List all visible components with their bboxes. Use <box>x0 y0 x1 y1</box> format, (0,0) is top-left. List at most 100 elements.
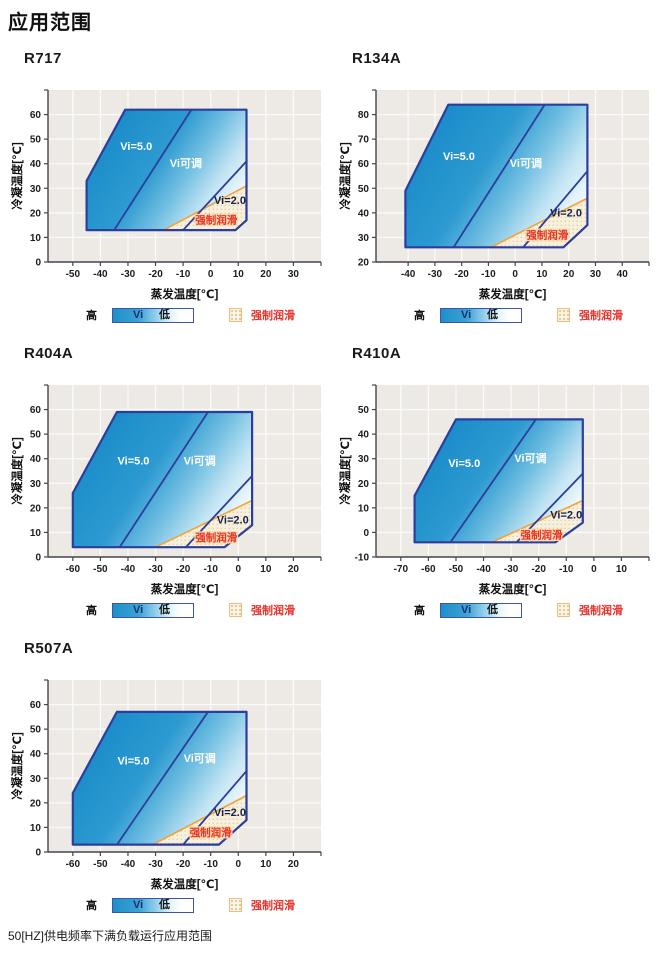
x-tick-label: 0 <box>235 564 241 575</box>
y-axis-title: 冷凝温度[℃] <box>10 437 24 505</box>
y-tick-label: 40 <box>30 749 42 760</box>
chart-title: R717 <box>24 50 62 67</box>
x-tick-label: -40 <box>401 269 416 280</box>
operating-envelope-region <box>86 109 247 231</box>
vi5-boundary-line <box>113 109 193 231</box>
x-tick-label: -60 <box>66 564 81 575</box>
forced-lubrication-region <box>152 795 247 845</box>
y-tick-label: 10 <box>30 233 42 244</box>
legend-vi-label: Vi <box>133 308 144 321</box>
x-tick-label: -10 <box>559 564 574 575</box>
x-tick-label: -60 <box>421 564 436 575</box>
x-axis-title: 蒸发温度[℃] <box>151 877 219 891</box>
y-tick-label: 40 <box>358 208 370 219</box>
y-tick-label: 0 <box>363 528 369 539</box>
y-tick-label: 40 <box>358 430 370 441</box>
vi2-boundary-line <box>185 475 253 548</box>
region-label: Vi可调 <box>510 156 542 170</box>
x-tick-label: -20 <box>176 564 191 575</box>
x-tick-label: -60 <box>66 859 81 870</box>
legend-forced-lube-swatch <box>229 603 242 617</box>
y-tick-label: 0 <box>35 848 41 859</box>
operating-envelope-region <box>72 412 253 548</box>
chart-title: R410A <box>352 345 402 362</box>
chart-r134a: R134A -40 -30 -20 -10 0 10 20 30 40 20 30 40 50 60 70 8… <box>336 46 664 334</box>
x-tick-label: 10 <box>616 564 628 575</box>
y-tick-label: 60 <box>358 159 370 170</box>
y-tick-label: 60 <box>30 700 42 711</box>
y-tick-label: 50 <box>358 405 370 416</box>
tick-marks <box>44 89 322 266</box>
y-tick-label: 10 <box>358 503 370 514</box>
y-tick-label: 10 <box>30 528 42 539</box>
y-axis-title: 冷凝温度[℃] <box>10 142 24 210</box>
legend-forced-lube-label: 强制润滑 <box>251 900 295 912</box>
vi2-boundary-line <box>515 472 584 543</box>
chart-title: R404A <box>24 345 74 362</box>
envelope-border <box>404 103 589 249</box>
x-tick-label: 20 <box>288 564 300 575</box>
region-label: Vi=5.0 <box>118 456 150 468</box>
vi5-boundary-line <box>118 411 209 548</box>
y-tick-label: 40 <box>30 454 42 465</box>
y-tick-label: 0 <box>35 553 41 564</box>
y-tick-label: 30 <box>358 233 370 244</box>
y-tick-label: -10 <box>355 553 370 564</box>
region-label: Vi可调 <box>184 454 216 468</box>
legend-forced-lube-swatch <box>557 603 570 617</box>
chart-legend: 高 Vi 低 强制润滑 <box>8 600 336 620</box>
legend-forced-lube-label: 强制润滑 <box>251 310 295 322</box>
operating-envelope-region <box>72 711 247 845</box>
y-tick-label: 50 <box>30 135 42 146</box>
chart-r410a: R410A -70 -60 -50 -40 -30 -20 -10 0 10 -10 0 10 20 30… <box>336 341 664 629</box>
vi2-boundary-line <box>182 160 248 231</box>
legend-high-label: 高 <box>86 605 97 617</box>
legend-forced-lube-swatch <box>229 308 242 322</box>
legend-low-label: 低 <box>487 603 498 616</box>
x-tick-label: 10 <box>536 269 548 280</box>
forced-lubrication-boundary-line <box>152 794 247 846</box>
legend-forced-lube-swatch <box>229 898 242 912</box>
chart-svg: -60 -50 -40 -30 -20 -10 0 10 20 0 10 20 30 40 50 60 Vi=5… <box>10 384 322 596</box>
legend-vi-label: Vi <box>461 308 472 321</box>
legend-vi-gradient-bar: Vi 低 <box>440 307 522 323</box>
x-tick-label: -40 <box>121 564 136 575</box>
legend-high-label: 高 <box>86 900 97 912</box>
y-tick-label: 20 <box>30 798 42 809</box>
y-tick-label: 80 <box>358 110 370 121</box>
forced-lubrication-region <box>491 500 583 543</box>
chart-r404a: R404A -60 -50 -40 -30 -20 -10 0 10 20 0 10 20 30 40 50… <box>8 341 336 629</box>
x-tick-label: 10 <box>260 859 272 870</box>
region-label: 强制润滑 <box>526 228 568 241</box>
y-tick-label: 30 <box>30 774 42 785</box>
tick-labels: -60 -50 -40 -30 -20 -10 0 10 20 0 10 20 30 40 50 60 <box>30 700 300 870</box>
footnote: 50[HZ]供电频率下满负载运行应用范围 <box>8 929 213 943</box>
x-tick-label: 0 <box>591 564 597 575</box>
y-tick-label: 40 <box>30 159 42 170</box>
chart-title: R134A <box>352 50 402 67</box>
x-tick-label: -50 <box>66 269 81 280</box>
x-axis-title: 蒸发温度[℃] <box>479 582 547 596</box>
operating-envelope-region <box>405 104 588 248</box>
x-tick-label: -20 <box>531 564 546 575</box>
legend-high-label: 高 <box>414 310 425 322</box>
x-tick-label: -10 <box>176 269 191 280</box>
region-label: Vi可调 <box>184 751 216 765</box>
x-tick-label: -10 <box>203 859 218 870</box>
y-tick-label: 60 <box>30 110 42 121</box>
x-tick-label: 40 <box>617 269 629 280</box>
y-tick-label: 60 <box>30 405 42 416</box>
vi2-boundary-line <box>182 770 248 846</box>
chart-svg: -70 -60 -50 -40 -30 -20 -10 0 10 -10 0 10 20 30 40 50 Vi… <box>338 384 650 596</box>
x-axis-title: 蒸发温度[℃] <box>151 287 219 301</box>
forced-lubrication-boundary-line <box>490 197 588 248</box>
region-label: Vi可调 <box>514 451 546 465</box>
y-tick-label: 50 <box>358 184 370 195</box>
vi5-boundary-line <box>449 418 537 543</box>
chart-legend: 高 Vi 低 强制润滑 <box>8 895 336 915</box>
region-label: Vi=5.0 <box>118 756 150 768</box>
region-label: Vi=2.0 <box>550 510 582 522</box>
tick-marks <box>44 384 322 561</box>
vi5-boundary-line <box>116 711 209 846</box>
legend-vi-label: Vi <box>133 898 144 911</box>
